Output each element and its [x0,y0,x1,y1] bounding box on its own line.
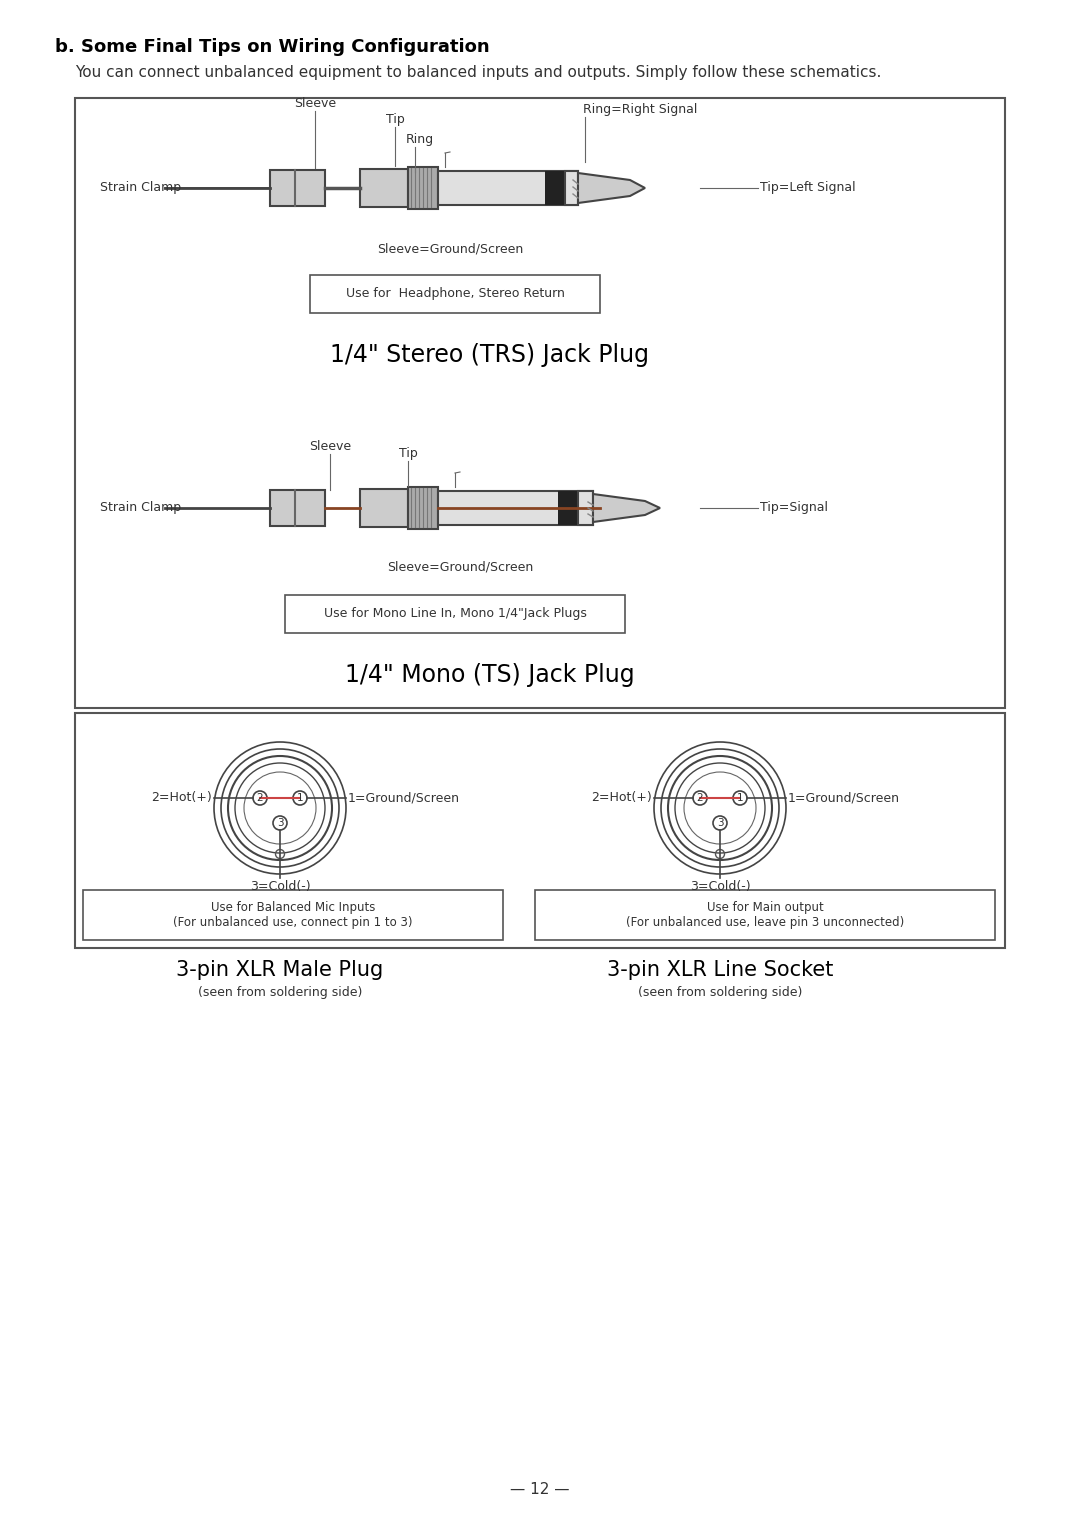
Text: You can connect unbalanced equipment to balanced inputs and outputs. Simply foll: You can connect unbalanced equipment to … [75,66,881,79]
FancyBboxPatch shape [535,889,995,940]
FancyBboxPatch shape [285,594,625,633]
Text: Use for Balanced Mic Inputs
(For unbalanced use, connect pin 1 to 3): Use for Balanced Mic Inputs (For unbalan… [173,902,413,929]
Text: — 12 —: — 12 — [510,1482,570,1497]
Text: Use for Main output
(For unbalanced use, leave pin 3 unconnected): Use for Main output (For unbalanced use,… [626,902,904,929]
Text: 2: 2 [257,793,264,804]
FancyBboxPatch shape [578,490,593,526]
FancyBboxPatch shape [565,171,578,205]
Circle shape [693,792,707,805]
Text: Tip=Signal: Tip=Signal [760,501,828,515]
Text: 1=Ground/Screen: 1=Ground/Screen [788,792,900,805]
Text: Tip: Tip [399,448,417,460]
Text: 1/4" Mono (TS) Jack Plug: 1/4" Mono (TS) Jack Plug [346,663,635,688]
Text: Tip=Left Signal: Tip=Left Signal [760,182,855,194]
Text: 3-pin XLR Line Socket: 3-pin XLR Line Socket [607,960,833,979]
Text: Sleeve=Ground/Screen: Sleeve=Ground/Screen [387,559,534,573]
Polygon shape [578,173,645,203]
Text: 1/4" Stereo (TRS) Jack Plug: 1/4" Stereo (TRS) Jack Plug [330,342,649,367]
FancyBboxPatch shape [360,489,408,527]
Text: (seen from soldering side): (seen from soldering side) [638,986,802,999]
Circle shape [733,792,747,805]
Text: (seen from soldering side): (seen from soldering side) [198,986,362,999]
FancyBboxPatch shape [360,170,408,206]
FancyBboxPatch shape [408,487,438,529]
FancyBboxPatch shape [438,171,578,205]
Text: Use for Mono Line In, Mono 1/4"Jack Plugs: Use for Mono Line In, Mono 1/4"Jack Plug… [324,608,586,620]
Circle shape [293,792,307,805]
FancyBboxPatch shape [75,714,1005,947]
Text: Strain Clamp: Strain Clamp [100,182,181,194]
Circle shape [253,792,267,805]
Text: Ring=Right Signal: Ring=Right Signal [583,102,698,116]
Text: 2=Hot(+): 2=Hot(+) [151,792,212,805]
Text: 2: 2 [697,793,703,804]
FancyBboxPatch shape [270,170,325,206]
Text: 2=Hot(+): 2=Hot(+) [591,792,652,805]
FancyBboxPatch shape [75,98,1005,707]
FancyBboxPatch shape [558,490,578,526]
Text: 3: 3 [717,817,724,828]
Text: 1=Ground/Screen: 1=Ground/Screen [348,792,460,805]
Text: 3-pin XLR Male Plug: 3-pin XLR Male Plug [176,960,383,979]
Text: 3: 3 [276,817,283,828]
Text: b. Some Final Tips on Wiring Configuration: b. Some Final Tips on Wiring Configurati… [55,38,489,57]
Text: Tip: Tip [386,113,404,125]
FancyBboxPatch shape [545,171,565,205]
Text: Strain Clamp: Strain Clamp [100,501,181,515]
Text: Ring: Ring [406,133,434,147]
Text: 3=Cold(-): 3=Cold(-) [249,880,310,892]
Text: Sleeve: Sleeve [309,440,351,452]
Text: 3=Cold(-): 3=Cold(-) [690,880,751,892]
Text: 1: 1 [297,793,303,804]
Circle shape [713,816,727,830]
Text: Sleeve: Sleeve [294,96,336,110]
FancyBboxPatch shape [438,490,593,526]
Text: Sleeve=Ground/Screen: Sleeve=Ground/Screen [377,243,523,257]
Text: 1: 1 [737,793,743,804]
FancyBboxPatch shape [408,167,438,209]
Polygon shape [593,494,660,523]
Circle shape [273,816,287,830]
Text: Use for  Headphone, Stereo Return: Use for Headphone, Stereo Return [346,287,565,301]
FancyBboxPatch shape [310,275,600,313]
FancyBboxPatch shape [83,889,503,940]
FancyBboxPatch shape [270,490,325,526]
